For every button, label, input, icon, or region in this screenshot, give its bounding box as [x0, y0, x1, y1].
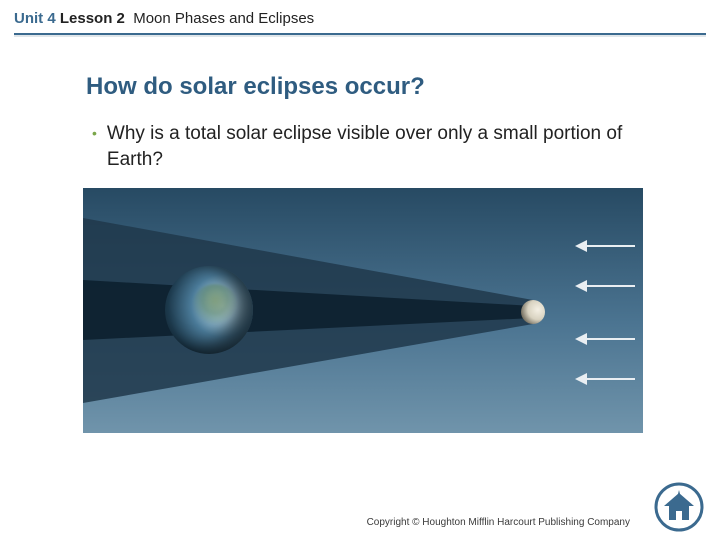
home-icon[interactable] — [654, 482, 704, 532]
eclipse-diagram — [83, 188, 643, 433]
header-divider — [14, 33, 706, 37]
bullet-row: • Why is a total solar eclipse visible o… — [86, 121, 660, 172]
sunlight-arrow — [575, 283, 635, 289]
lesson-label: Lesson 2 — [60, 10, 125, 27]
arrow-head-icon — [575, 333, 587, 345]
arrow-line — [587, 338, 635, 340]
unit-lesson-line: Unit 4 Lesson 2 Moon Phases and Eclipses — [14, 10, 706, 27]
arrow-head-icon — [575, 373, 587, 385]
arrow-line — [587, 245, 635, 247]
sunlight-arrow — [575, 336, 635, 342]
arrow-head-icon — [575, 280, 587, 292]
earth-icon — [165, 266, 253, 354]
arrow-head-icon — [575, 240, 587, 252]
content-heading: How do solar eclipses occur? — [86, 73, 660, 101]
arrow-line — [587, 285, 635, 287]
unit-label: Unit 4 — [14, 10, 56, 27]
bullet-text: Why is a total solar eclipse visible ove… — [107, 121, 660, 172]
arrow-line — [587, 378, 635, 380]
bullet-marker: • — [92, 121, 97, 145]
sunlight-arrow — [575, 376, 635, 382]
copyright-footer: Copyright © Houghton Mifflin Harcourt Pu… — [367, 517, 630, 528]
slide-header: Unit 4 Lesson 2 Moon Phases and Eclipses — [0, 0, 720, 45]
lesson-title: Moon Phases and Eclipses — [129, 10, 314, 27]
sunlight-arrow — [575, 243, 635, 249]
slide-content: How do solar eclipses occur? • Why is a … — [0, 45, 720, 433]
